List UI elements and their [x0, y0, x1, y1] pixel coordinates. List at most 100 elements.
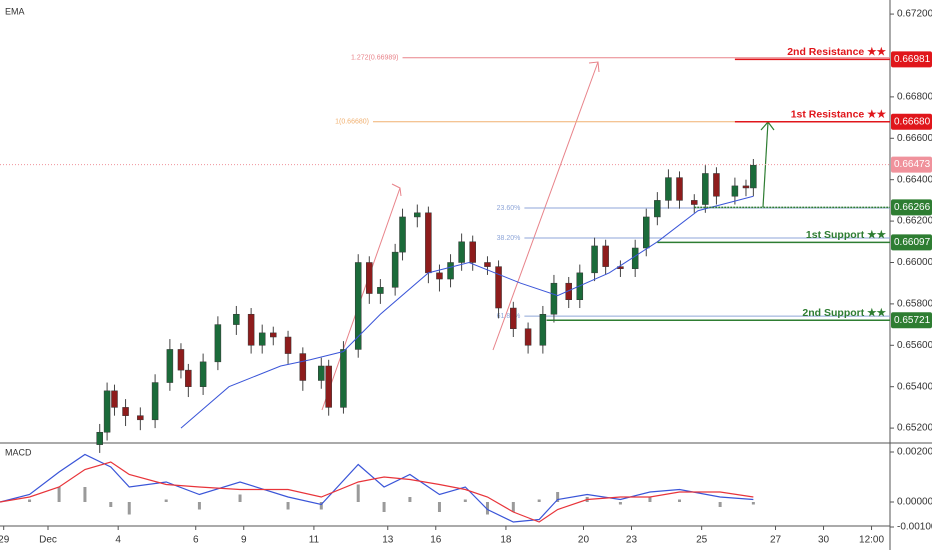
level-value-label: 0.66981 — [894, 54, 931, 65]
x-tick-label: 27 — [770, 535, 782, 546]
macd-histogram-bar — [57, 487, 61, 502]
level-value-box — [891, 113, 932, 130]
candle-body — [631, 247, 639, 269]
candle-body — [96, 431, 103, 445]
candle-body — [177, 349, 185, 371]
candle-body — [103, 390, 111, 433]
candle-body — [731, 185, 739, 197]
projection-arrow — [492, 61, 599, 351]
fib-label: 61.80% — [497, 313, 521, 320]
x-tick-label: 6 — [193, 535, 199, 546]
candle-body — [539, 313, 547, 346]
macd-y-tick-label: -0.00100 — [897, 522, 932, 533]
x-tick-label: Dec — [39, 535, 57, 546]
level-label: 2nd Resistance ★★ — [787, 46, 886, 58]
macd-histogram-bar — [28, 499, 32, 502]
candle-body — [447, 262, 454, 280]
x-tick-label: 9 — [241, 535, 247, 546]
level-value-box — [891, 312, 932, 329]
candle-body — [750, 164, 757, 189]
candle-body — [122, 407, 129, 416]
level-label: 2nd Support ★★ — [802, 307, 886, 319]
candle-body — [524, 328, 532, 346]
candle-body — [366, 262, 373, 294]
macd-histogram-bar — [537, 499, 541, 502]
candle-body — [199, 361, 207, 387]
candle-body — [602, 245, 609, 267]
candle-body — [702, 173, 709, 205]
indicator-label: EMA — [5, 6, 25, 16]
candle-body — [436, 272, 443, 280]
candle-body — [391, 251, 399, 288]
candle-body — [354, 262, 362, 350]
level-value-box — [891, 234, 932, 251]
x-tick-label: 20 — [578, 535, 590, 546]
x-tick-label: 13 — [382, 535, 394, 546]
y-tick-label: 0.67200 — [897, 9, 932, 20]
x-tick-label: 29 — [0, 535, 10, 546]
candle-body — [565, 282, 572, 300]
macd-label: MACD — [5, 447, 32, 457]
candle-body — [318, 365, 325, 381]
ema-line — [180, 195, 754, 429]
candle-body — [691, 200, 698, 205]
candle-body — [643, 216, 650, 249]
candle-body — [270, 332, 277, 338]
fib-label: 38.20% — [497, 235, 521, 242]
candle-body — [495, 266, 502, 309]
candle-body — [137, 415, 144, 421]
candle-body — [111, 390, 118, 408]
macd-histogram-bar — [648, 497, 652, 502]
candle-body — [325, 365, 332, 408]
candle-body — [425, 212, 432, 274]
level-label: 1st Resistance ★★ — [791, 109, 887, 121]
macd-line — [0, 453, 754, 523]
candle-body — [166, 349, 174, 383]
candle-body — [247, 313, 255, 346]
x-tick-label: 16 — [430, 535, 442, 546]
fib-label: 23.60% — [497, 205, 521, 212]
y-tick-label: 0.66000 — [897, 257, 932, 268]
candle-body — [233, 313, 240, 325]
y-tick-label: 0.65400 — [897, 381, 932, 392]
x-tick-label: 30 — [818, 535, 830, 546]
y-tick-label: 0.66800 — [897, 92, 932, 103]
level-value-label: 0.66266 — [894, 202, 931, 213]
x-tick-label: 18 — [500, 535, 512, 546]
candle-body — [185, 369, 192, 387]
y-tick-label: 0.66400 — [897, 174, 932, 185]
arrow-head — [588, 61, 600, 73]
x-tick-label: 4 — [115, 535, 121, 546]
level-label: 1st Support ★★ — [806, 229, 887, 241]
candle-body — [151, 382, 159, 421]
y-tick-label: 0.65800 — [897, 299, 932, 310]
candle-body — [458, 241, 465, 263]
fib-label: 1(0.66680) — [335, 119, 369, 126]
macd-histogram-bar — [382, 502, 386, 512]
macd-histogram-bar — [463, 499, 467, 502]
macd-histogram-bar — [437, 502, 441, 512]
macd-histogram-bar — [618, 502, 622, 505]
level-value-label: 0.66097 — [894, 237, 931, 248]
candle-body — [713, 173, 720, 197]
candle-body — [377, 287, 384, 294]
x-tick-label: 11 — [309, 535, 320, 546]
macd-y-tick-label: 0.00000 — [897, 497, 932, 508]
macd-histogram-bar — [408, 497, 412, 502]
y-tick-label: 0.65600 — [897, 340, 932, 351]
level-value-label: 0.65721 — [894, 315, 931, 326]
candle-body — [654, 200, 661, 218]
candle-body — [284, 336, 292, 354]
candle-body — [550, 282, 558, 315]
candle-body — [591, 245, 598, 274]
candle-body — [299, 353, 307, 381]
candle-body — [214, 324, 222, 363]
macd-histogram-bar — [485, 502, 489, 515]
macd-histogram-bar — [109, 502, 113, 507]
macd-histogram-bar — [238, 494, 242, 502]
candle-body — [258, 332, 266, 346]
macd-histogram-bar — [678, 499, 682, 502]
candle-body — [676, 177, 683, 201]
